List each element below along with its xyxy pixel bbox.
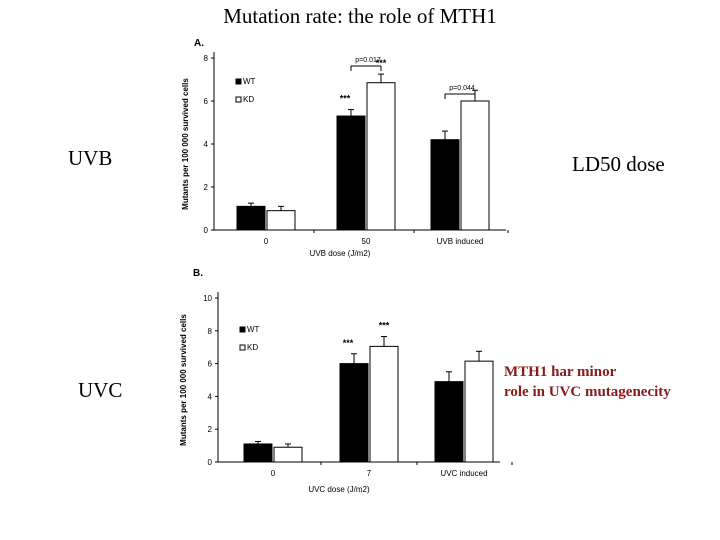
y-tick-label: 8 [208,327,213,336]
note-text: MTH1 har minor role in UVC mutagenecity [504,362,671,402]
uvb-label: UVB [68,146,113,170]
x-tick-label: 0 [264,237,269,246]
y-axis-label: Mutants per 100 000 survived cells [181,78,190,210]
significance-stars: *** [379,321,390,331]
y-tick-label: 8 [204,54,209,63]
kd-bar [266,210,296,231]
y-tick-label: 6 [208,360,213,369]
legend-label-wt: WT [247,325,260,334]
p-value-label: p=0.044 [449,85,475,92]
x-axis-label: UVC dose (J/m2) [308,485,370,494]
panel-label: B. [193,268,203,279]
x-tick-label: UVB induced [437,237,484,246]
x-tick-label: 0 [271,469,276,478]
legend-label-kd: KD [243,95,254,104]
wt-bar [336,115,366,231]
legend-swatch-kd [239,344,246,351]
legend-label-kd: KD [247,343,258,352]
wt-bar [430,139,460,231]
ld50-label: LD50 dose [572,152,665,176]
wt-bar [434,381,464,463]
legend-swatch-kd [235,96,242,103]
legend-label-wt: WT [243,77,256,86]
wt-bar [243,443,273,463]
legend-swatch-wt [239,326,246,333]
y-tick-label: 6 [204,97,209,106]
x-axis-label: UVB dose (J/m2) [310,249,371,258]
uvc-label: UVC [78,378,123,402]
y-tick-label: 0 [204,226,209,235]
note-line-1: MTH1 har minor [504,364,617,380]
y-tick-label: 4 [208,392,213,401]
kd-bar [464,360,494,463]
x-tick-label: 50 [362,237,371,246]
y-tick-label: 4 [204,140,209,149]
y-tick-label: 2 [204,183,209,192]
significance-stars: *** [376,58,387,68]
x-tick-label: UVC induced [440,469,487,478]
kd-bar [369,345,399,463]
note-line-2: role in UVC mutagenecity [504,384,671,400]
kd-bar [273,446,303,463]
y-tick-label: 0 [208,458,213,467]
legend-swatch-wt [235,78,242,85]
p-value-label: p=0.017 [355,57,381,64]
x-tick-label: 7 [367,469,372,478]
significance-stars: *** [343,338,354,348]
y-tick-label: 2 [208,425,213,434]
wt-bar [339,363,369,463]
y-tick-label: 10 [203,294,212,303]
significance-stars: *** [340,94,351,104]
kd-bar [366,82,396,231]
slide-title: Mutation rate: the role of MTH1 [223,4,497,28]
y-axis-label: Mutants per 100 000 survived cells [179,314,188,446]
wt-bar [236,205,266,231]
panel-label: A. [194,38,204,49]
kd-bar [460,100,490,231]
